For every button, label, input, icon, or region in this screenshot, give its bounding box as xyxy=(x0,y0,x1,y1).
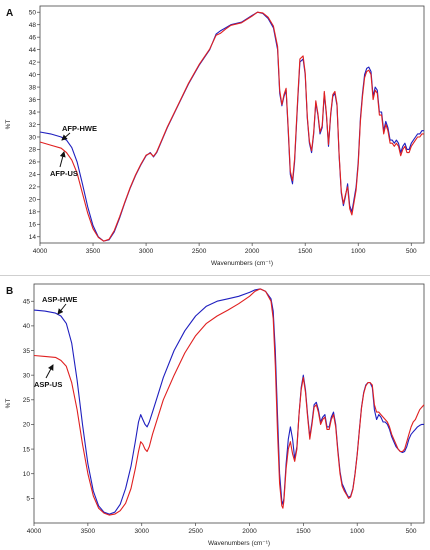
series-line-asp-hwe xyxy=(33,288,424,515)
y-tick-label: 5 xyxy=(26,496,30,503)
y-tick-label: 40 xyxy=(29,72,37,79)
panel-b: B 4000 3500 3000 2500 2000 1500 1000 500 5 10 15 20 2… xyxy=(0,280,430,550)
x-axis-label: Wavenumbers (cm⁻¹) xyxy=(208,540,270,547)
series-label: ASP-US xyxy=(34,380,62,389)
x-tick-label: 3000 xyxy=(139,248,154,255)
y-tick-label: 50 xyxy=(29,10,37,17)
ftir-chart-b: B 4000 3500 3000 2500 2000 1500 1000 500 5 10 15 20 2… xyxy=(5,283,425,547)
x-tick-label: 4000 xyxy=(27,528,42,535)
series-arrow xyxy=(45,364,54,379)
x-tick-label: 2500 xyxy=(188,528,203,535)
series-arrow xyxy=(61,132,71,141)
y-tick-label: 20 xyxy=(29,197,37,204)
x-tick-label: 1500 xyxy=(296,528,311,535)
y-tick-label: 25 xyxy=(23,397,31,404)
y-tick-label: 28 xyxy=(29,147,37,154)
y-tick-label: 38 xyxy=(29,84,37,91)
y-tick-label: 34 xyxy=(29,109,37,116)
x-tick-label: 3000 xyxy=(135,528,150,535)
y-tick-label: 45 xyxy=(23,299,31,306)
series-label: AFP-US xyxy=(50,169,78,178)
x-tick-label: 1000 xyxy=(351,248,366,255)
x-tick-label: 2000 xyxy=(242,528,257,535)
y-tick-label: 30 xyxy=(29,134,37,141)
y-tick-label: 24 xyxy=(29,172,37,179)
y-tick-label: 20 xyxy=(23,422,31,429)
y-tick-label: 26 xyxy=(29,159,37,166)
series-arrow xyxy=(57,303,67,315)
y-tick-label: 35 xyxy=(23,348,31,355)
series-line-asp-us xyxy=(33,288,425,516)
y-tick-label: 46 xyxy=(29,34,37,41)
plot-frame xyxy=(33,283,425,524)
series-label: ASP-HWE xyxy=(42,295,77,304)
x-tick-label: 3500 xyxy=(81,528,96,535)
y-tick-label: 18 xyxy=(29,209,37,216)
panel-label: B xyxy=(6,286,13,297)
x-tick-label: 1000 xyxy=(350,528,365,535)
x-tick-label: 2000 xyxy=(245,248,260,255)
x-tick-label: 500 xyxy=(406,248,417,255)
x-tick-label: 1500 xyxy=(298,248,313,255)
series-arrow xyxy=(59,151,66,168)
series-line-afp-us xyxy=(39,11,424,242)
y-tick-label: 15 xyxy=(23,446,31,453)
y-tick-label: 14 xyxy=(29,234,37,241)
y-tick-label: 16 xyxy=(29,222,37,229)
y-tick-label: 40 xyxy=(23,323,31,330)
panel-divider xyxy=(0,275,430,276)
x-tick-label: 4000 xyxy=(33,248,48,255)
y-tick-label: 22 xyxy=(29,184,37,191)
x-axis-label: Wavenumbers (cm⁻¹) xyxy=(211,260,273,267)
series-line-afp-hwe xyxy=(39,11,424,242)
y-tick-label: 42 xyxy=(29,59,37,66)
y-tick-label: 36 xyxy=(29,97,37,104)
y-tick-label: 44 xyxy=(29,47,37,54)
y-axis-label: %T xyxy=(5,399,12,409)
y-tick-label: 30 xyxy=(23,372,31,379)
y-tick-label: 32 xyxy=(29,122,37,129)
x-tick-label: 500 xyxy=(406,528,417,535)
y-tick-label: 10 xyxy=(23,471,31,478)
y-axis-label: %T xyxy=(5,120,12,130)
panel-label: A xyxy=(6,8,13,19)
panel-a: A 4000 3500 3000 2500 2000 1500 1000 500 14 16 18 20… xyxy=(0,0,430,272)
plot-frame xyxy=(39,5,425,244)
x-tick-label: 2500 xyxy=(192,248,207,255)
y-tick-label: 48 xyxy=(29,22,37,29)
series-label: AFP-HWE xyxy=(62,124,97,133)
x-tick-label: 3500 xyxy=(86,248,101,255)
ftir-chart-a: A 4000 3500 3000 2500 2000 1500 1000 500 14 16 18 20… xyxy=(5,5,425,267)
